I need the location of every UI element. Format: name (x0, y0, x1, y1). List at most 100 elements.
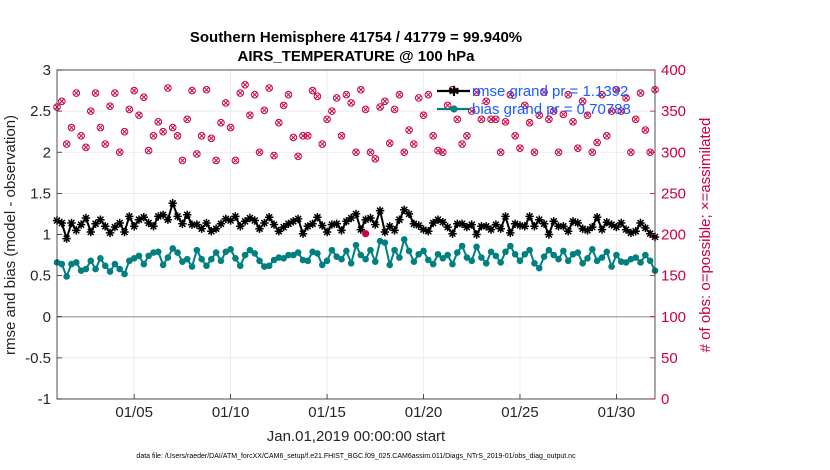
rmse-point (385, 222, 394, 231)
rmse-point (646, 229, 655, 238)
rmse-point (337, 226, 346, 235)
legend: ✱ rmse grand pr = 1.1392 bias grand pr =… (437, 83, 631, 118)
obs-possible-point (115, 148, 124, 157)
bias-point (140, 260, 148, 268)
rmse-point (486, 225, 496, 234)
obs-possible-point (101, 140, 110, 148)
obs-assimilated-point (613, 86, 620, 93)
obs-assimilated-point (401, 149, 407, 156)
obs-possible-point (125, 105, 134, 114)
obs-assimilated-point (546, 116, 552, 123)
rmse-point (67, 218, 76, 228)
bias-point (434, 250, 442, 258)
rmse-point (342, 217, 351, 226)
bias-point (227, 246, 234, 253)
obs-assimilated-point (169, 124, 176, 131)
obs-assimilated-point (628, 149, 634, 156)
obs-possible-point (144, 146, 153, 155)
obs-assimilated-point (290, 134, 297, 141)
rmse-point (202, 218, 211, 228)
obs-assimilated-point (637, 90, 644, 96)
obs-possible-point (482, 97, 491, 106)
obs-assimilated-point (377, 104, 383, 110)
bias-point (338, 255, 345, 263)
obs-assimilated-point (92, 90, 99, 96)
legend-bias-label: bias grand pr = 0.70788 (472, 101, 631, 118)
obs-assimilated-point (256, 149, 263, 156)
obs-assimilated-point (353, 149, 359, 156)
obs-possible-point (217, 118, 225, 127)
rmse-point (226, 216, 235, 225)
bias-point (251, 250, 259, 257)
obs-assimilated-point (271, 152, 277, 159)
obs-possible-point (332, 94, 341, 102)
rmse-point (583, 226, 592, 235)
bias-point (613, 251, 620, 259)
obs-assimilated-point (604, 133, 610, 139)
obs-possible-point (207, 134, 216, 143)
rmse-point (322, 227, 332, 237)
bias-point (212, 249, 220, 256)
bias-point (487, 248, 495, 256)
obs-possible-point (241, 81, 249, 89)
bias-point (405, 247, 413, 255)
obs-possible-point (255, 148, 264, 157)
rmse-point (602, 218, 611, 227)
rmse-point (433, 215, 443, 224)
obs-possible-point (357, 85, 365, 94)
rmse-point (429, 218, 438, 228)
y-tick-label: 0 (43, 309, 51, 326)
obs-possible-point (347, 99, 355, 107)
rmse-point (588, 222, 597, 232)
rmse-point (544, 230, 554, 239)
bias-point (444, 251, 451, 259)
obs-possible-point (530, 148, 539, 157)
bias-point (521, 250, 529, 258)
obs-assimilated-point (642, 127, 649, 133)
obs-possible-point (361, 105, 370, 114)
obs-assimilated-point (367, 149, 374, 156)
bias-point (507, 242, 514, 250)
left-y-axis-ticks: -1 -0.5 0 0.5 1 1.5 2 2.5 3 (25, 62, 62, 408)
bias-point (386, 261, 394, 269)
bias-point (256, 257, 263, 265)
obs-possible-point (303, 132, 312, 140)
obs-possible-point (598, 90, 606, 99)
rmse-point (390, 226, 399, 235)
rmse-point (419, 225, 428, 234)
rmse-point (356, 225, 365, 234)
obs-possible-point (318, 140, 327, 148)
obs-possible-point (472, 88, 481, 97)
obs-possible-point (197, 132, 206, 140)
obs-possible-point (569, 118, 577, 126)
bias-point (116, 265, 123, 273)
obs-assimilated-point (97, 124, 104, 131)
rmse-point (173, 212, 182, 221)
rmse-point (158, 210, 168, 219)
rmse-point (515, 221, 525, 230)
rmse-point (110, 222, 120, 232)
obs-assimilated-point (116, 149, 123, 156)
obs-assimilated-point (411, 141, 417, 147)
bias-point (535, 264, 543, 272)
obs-possible-point (525, 118, 534, 127)
rmse-point (626, 228, 636, 238)
obs-possible-point (617, 107, 626, 115)
rmse-point (525, 212, 534, 221)
x-tick-label: 01/25 (501, 404, 539, 421)
right-y-axis-label: # of obs: o=possible; ×=assimilated (697, 118, 714, 353)
obs-possible-point (168, 123, 177, 132)
obs-assimilated-point (589, 149, 596, 156)
obs-possible-point (250, 90, 259, 99)
obs-assimilated-point (68, 124, 75, 131)
obs-assimilated-point (536, 112, 543, 118)
rmse-point (467, 220, 476, 229)
bias-point (169, 245, 177, 252)
data-file-footnote: data file: /Users/raeder/DAI/ATM_forcXX/… (136, 453, 576, 460)
obs-possible-point (593, 138, 601, 147)
rmse-point (520, 222, 529, 231)
obs-assimilated-point (203, 86, 210, 93)
bias-point (92, 265, 99, 273)
obs-assimilated-point (526, 119, 533, 126)
obs-assimilated-point (483, 98, 489, 105)
